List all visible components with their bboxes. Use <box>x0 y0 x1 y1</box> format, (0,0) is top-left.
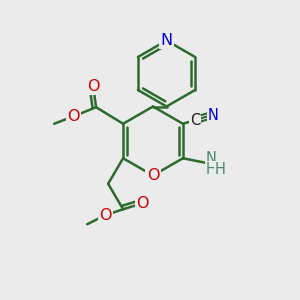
Text: H: H <box>214 162 225 177</box>
Text: N: N <box>208 108 219 123</box>
Text: N: N <box>206 151 216 166</box>
Text: O: O <box>87 79 99 94</box>
Text: O: O <box>147 168 159 183</box>
Text: O: O <box>68 109 80 124</box>
Text: C: C <box>190 112 200 128</box>
Text: N: N <box>160 33 172 48</box>
Text: H: H <box>206 162 216 177</box>
Text: O: O <box>136 196 149 211</box>
Text: O: O <box>99 208 111 223</box>
